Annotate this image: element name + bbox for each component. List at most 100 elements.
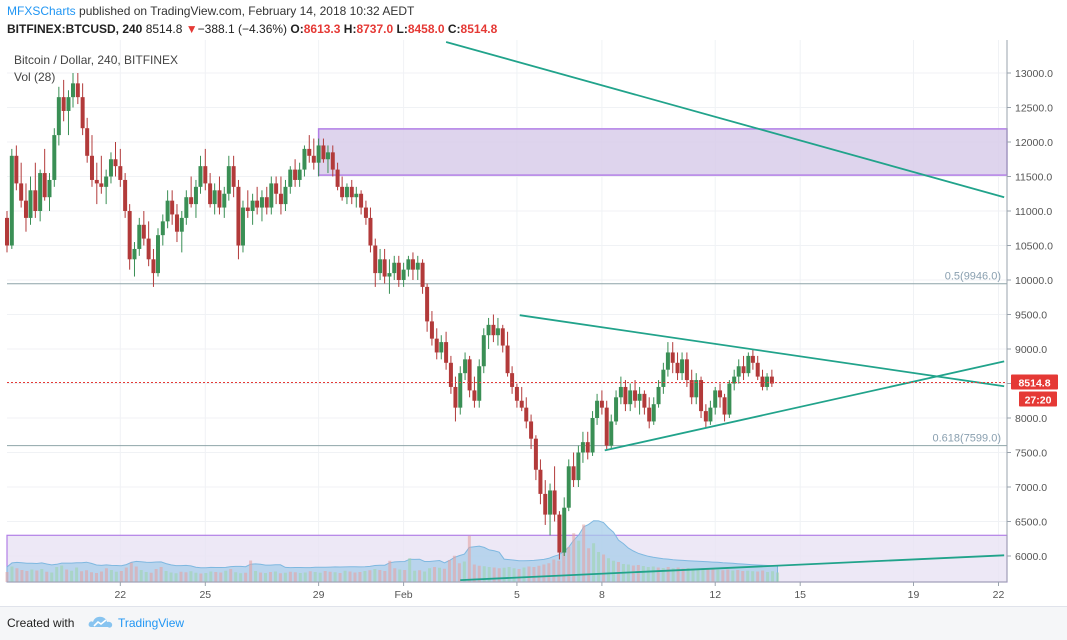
volume-bar [467, 535, 471, 582]
chart-drawings [7, 41, 1007, 582]
candle-body [557, 514, 562, 553]
volume-bar [423, 571, 427, 582]
volume-bar [597, 552, 601, 582]
volume-bar [507, 567, 511, 582]
volume-bar [726, 569, 730, 582]
candle-body [75, 83, 80, 98]
candle-body [732, 376, 737, 384]
volume-bar [40, 569, 44, 582]
volume-bar [174, 573, 178, 582]
fib-label: 0.618(7599.0) [933, 433, 1002, 445]
volume-bar [333, 572, 337, 582]
candle-body [481, 335, 486, 367]
candle-body [533, 438, 538, 470]
volume-bar [452, 555, 456, 582]
volume-bar [328, 571, 332, 582]
triangle-lower-line [604, 360, 1005, 452]
candle-body [141, 224, 146, 239]
candle-body [99, 183, 104, 187]
candle-body [155, 235, 160, 274]
candle-body [226, 166, 231, 194]
candle-body [623, 386, 628, 405]
x-tick-label: Feb [395, 589, 413, 601]
volume-bar [746, 570, 750, 582]
candle-body [9, 155, 14, 246]
close-value: 8514.8 [460, 22, 498, 36]
tradingview-logo-icon[interactable] [88, 613, 114, 636]
candle-body [519, 400, 524, 408]
series-title[interactable]: Bitcoin / Dollar, 240, BITFINEX [14, 53, 179, 67]
volume-bar [641, 566, 645, 582]
volume-bar [656, 567, 660, 582]
candle-body [755, 362, 760, 377]
volume-bar [547, 563, 551, 582]
candle-body [66, 97, 71, 111]
candle-body [293, 169, 298, 180]
volume-bar [70, 570, 74, 582]
candle-body [274, 183, 279, 194]
volume-bar [278, 573, 282, 582]
volume-bar [363, 571, 367, 582]
high-label: H: [343, 22, 357, 36]
volume-bar [383, 571, 387, 582]
candle-body [713, 390, 718, 408]
candle-body [727, 383, 732, 415]
x-tick-label: 22 [114, 589, 126, 601]
candle-body [89, 155, 94, 180]
volume-bar [761, 570, 765, 582]
candle-body [420, 262, 425, 287]
candle-body [288, 169, 293, 187]
volume-bar [611, 560, 615, 582]
volume-bar [109, 570, 113, 582]
candle-body [335, 169, 340, 187]
candle-body [250, 200, 255, 211]
volume-bar [577, 540, 581, 582]
candle-body [212, 190, 217, 205]
candle-body [217, 190, 222, 208]
volume-bar [527, 566, 531, 582]
candle-body [330, 152, 335, 170]
volume-bar [393, 568, 397, 582]
volume-bar [696, 569, 700, 582]
volume-indicator-label[interactable]: Vol (28) [14, 70, 56, 84]
y-tick-label: 13000.0 [1015, 68, 1053, 80]
candle-body [316, 145, 321, 163]
volume-bar [323, 571, 327, 582]
candle-body [61, 97, 66, 111]
candle-body [222, 193, 227, 208]
open-value: 8613.3 [303, 22, 341, 36]
candle-body [684, 359, 689, 381]
volume-bar [487, 567, 491, 582]
candle-body [661, 369, 666, 387]
volume-bar [30, 569, 34, 582]
candle-body [47, 179, 52, 198]
candle-body [368, 217, 373, 246]
volume-bar [15, 568, 19, 582]
candle-body [23, 200, 28, 218]
candle-body [628, 390, 633, 405]
y-tick-label: 7500.0 [1015, 448, 1047, 460]
volume-bar [124, 567, 128, 582]
author-link[interactable]: MFXSCharts [7, 4, 76, 18]
candle-body [307, 148, 312, 156]
resistance-zone [317, 128, 1008, 176]
candle-body [118, 166, 123, 180]
candle-body [604, 407, 609, 446]
volume-bar [90, 572, 94, 582]
tradingview-brand[interactable]: TradingView [118, 616, 185, 630]
volume-bar [368, 570, 372, 582]
volume-bar [771, 571, 775, 582]
candle-body [618, 386, 623, 398]
candle-body [344, 186, 349, 198]
candle-body [170, 200, 175, 215]
volume-bar [398, 569, 402, 582]
candle-body [406, 259, 411, 270]
volume-bar [681, 568, 685, 582]
volume-bar [457, 563, 461, 582]
volume-bar [20, 570, 24, 582]
candle-body [651, 404, 656, 422]
candle-body [453, 386, 458, 408]
candle-body [387, 273, 392, 277]
candle-body [382, 259, 387, 277]
